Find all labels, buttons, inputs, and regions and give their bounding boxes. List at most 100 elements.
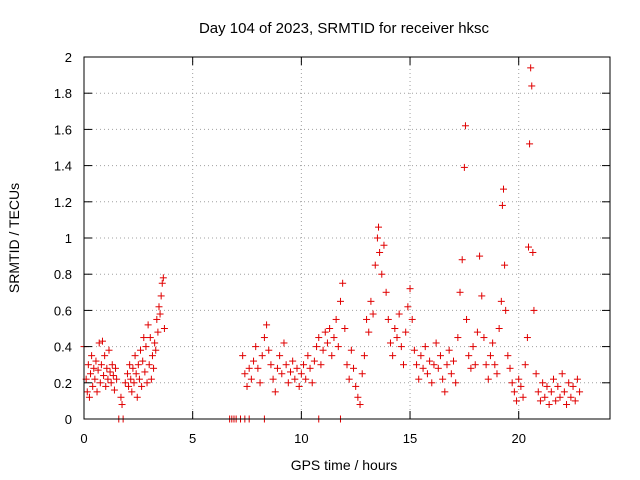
data-point [452,379,460,387]
data-point [271,388,279,396]
data-point [473,328,481,336]
data-point [380,241,388,249]
data-point [519,393,527,401]
data-point [319,346,327,354]
y-tick-label: 0.6 [54,303,72,318]
data-point [142,343,150,351]
data-point [132,370,140,378]
data-point [155,303,163,311]
data-point [501,261,509,269]
data-point [91,375,99,383]
data-point [391,325,399,332]
data-point [137,346,145,354]
data-point [527,64,535,72]
data-point [419,364,427,372]
data-point [317,361,325,369]
data-point [400,361,408,369]
data-point [513,397,521,405]
data-point [95,339,103,347]
data-point [129,364,137,372]
data-point [471,361,479,369]
data-point [133,393,141,401]
y-tick-label: 1 [65,231,72,246]
data-point [536,397,544,405]
data-point [89,382,97,390]
data-point [456,288,464,296]
data-point [371,261,379,269]
data-point [313,343,321,351]
data-point [84,361,92,369]
data-point [463,315,471,323]
data-point [88,352,96,360]
data-point [258,352,266,360]
data-point [389,352,397,360]
data-point [121,379,129,387]
data-point [436,352,444,360]
data-point [517,382,525,390]
data-point [138,382,146,390]
data-point [441,388,449,396]
data-point [358,370,366,378]
data-point [97,361,105,369]
data-point [252,343,260,351]
data-point [125,382,133,390]
data-point [108,361,116,369]
data-point [106,368,114,376]
x-tick-label: 0 [80,431,87,446]
data-point [552,397,560,405]
data-point [365,328,373,336]
y-tick-labels: 0 0.2 0.4 0.6 0.8 1 1.2 1.4 1.6 1.8 2 [54,50,72,427]
data-point [417,352,425,360]
data-point [339,279,347,287]
data-point [426,357,434,365]
data-point [250,357,258,365]
data-point [539,379,547,387]
data-point [297,370,305,378]
data-point [498,201,506,209]
data-point [460,163,468,171]
data-point [558,370,566,378]
data-point [350,364,358,372]
data-point [100,372,108,380]
data-point [140,334,148,342]
data-point [143,379,151,387]
data-point [83,388,91,396]
data-point [93,388,101,396]
data-point [103,364,111,372]
data-point [92,357,100,365]
data-point [465,352,473,360]
axis-ticks [83,56,610,420]
data-point [573,375,581,383]
data-point [461,122,469,130]
data-point [158,279,166,287]
data-point [336,297,344,305]
data-point [532,370,540,378]
data-point [321,328,329,336]
data-point [504,352,512,360]
data-point [489,339,497,347]
data-point [109,372,117,380]
data-point [146,334,154,342]
data-point [241,370,249,378]
data-point [556,393,564,401]
data-point [260,334,268,342]
data-point [530,306,538,314]
data-point [113,375,121,383]
data-point [341,325,349,332]
data-point [131,352,139,360]
x-tick-label: 20 [511,431,525,446]
data-point [493,370,501,378]
data-point [369,310,377,318]
data-point [576,388,584,396]
data-points [80,64,584,423]
y-tick-label: 0 [65,412,72,427]
data-point [450,357,458,365]
data-point [151,339,159,347]
data-point [144,321,152,329]
data-point [547,388,555,396]
data-point [384,315,392,323]
data-point [549,375,557,383]
data-point [515,375,523,383]
data-point [282,361,290,369]
data-point [343,361,351,369]
